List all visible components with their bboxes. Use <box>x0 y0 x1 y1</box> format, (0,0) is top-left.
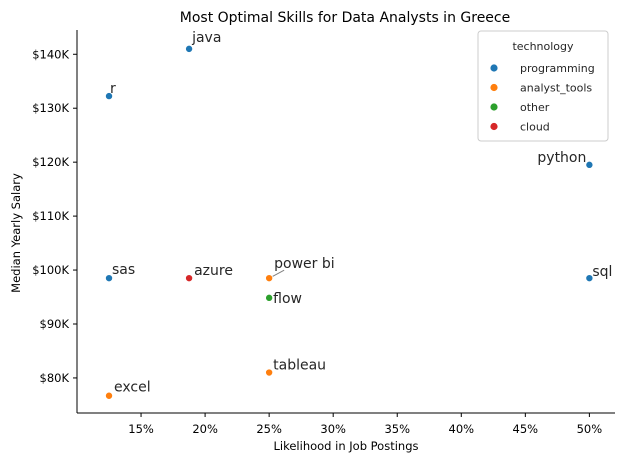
point-label-azure: azure <box>194 263 233 279</box>
point-labels: java r python sas sql azure power bi flow tablea… <box>110 30 612 396</box>
y-axis-label: Median Yearly Salary <box>9 173 23 293</box>
point-label-sql: sql <box>592 264 612 280</box>
point-label-flow: flow <box>273 291 302 307</box>
point-label-power-bi: power bi <box>274 256 335 272</box>
legend-label-analyst_tools: analyst_tools <box>520 82 592 95</box>
point-excel <box>105 391 114 400</box>
y-tick-label: $130K <box>32 101 69 115</box>
point-r <box>105 92 114 101</box>
legend-box <box>477 30 609 142</box>
legend-marker-cloud <box>490 122 498 131</box>
legend-label-programming: programming <box>520 62 595 75</box>
legend-marker-programming <box>490 64 498 72</box>
point-label-java: java <box>191 30 221 46</box>
y-tick-label: $90K <box>40 317 70 331</box>
point-tableau <box>265 368 274 377</box>
point-label-python: python <box>537 150 586 166</box>
x-tick-label: 15% <box>128 422 154 436</box>
x-tick-label: 40% <box>449 422 475 436</box>
y-tick-label: $80K <box>40 371 70 385</box>
point-sas <box>105 274 114 283</box>
chart-title: Most Optimal Skills for Data Analysts in… <box>180 10 510 26</box>
x-tick-label: 45% <box>513 422 539 436</box>
x-tick-label: 35% <box>384 422 410 436</box>
leader-line <box>270 269 285 278</box>
x-tick-label: 25% <box>256 422 282 436</box>
label-leader-lines <box>270 269 285 278</box>
data-points <box>105 44 594 400</box>
x-tick-label: 50% <box>577 422 603 436</box>
legend-title: technology <box>512 40 574 53</box>
point-label-sas: sas <box>112 262 135 278</box>
point-power-bi <box>265 274 274 283</box>
y-tick-label: $100K <box>32 263 69 277</box>
x-axis-label: Likelihood in Job Postings <box>274 439 419 453</box>
legend-label-other: other <box>520 101 550 114</box>
y-tick-label: $140K <box>32 47 69 61</box>
legend-marker-analyst_tools <box>490 83 498 92</box>
point-label-r: r <box>110 81 116 97</box>
point-label-excel: excel <box>114 380 151 396</box>
point-sql <box>585 274 594 283</box>
x-tick-label: 20% <box>192 422 218 436</box>
point-flow <box>265 293 274 302</box>
point-azure <box>185 274 194 283</box>
legend-label-cloud: cloud <box>520 121 550 134</box>
legend-marker-other <box>490 103 498 111</box>
tick-labels: 15% 20% 25% 30% 35% 40% 45% 50% $80K $90K $100K $11… <box>32 47 602 436</box>
point-python <box>585 160 594 169</box>
y-tick-label: $120K <box>32 155 69 169</box>
point-label-tableau: tableau <box>273 358 326 374</box>
y-tick-label: $110K <box>32 209 69 223</box>
x-tick-label: 30% <box>320 422 346 436</box>
point-java <box>185 44 194 53</box>
